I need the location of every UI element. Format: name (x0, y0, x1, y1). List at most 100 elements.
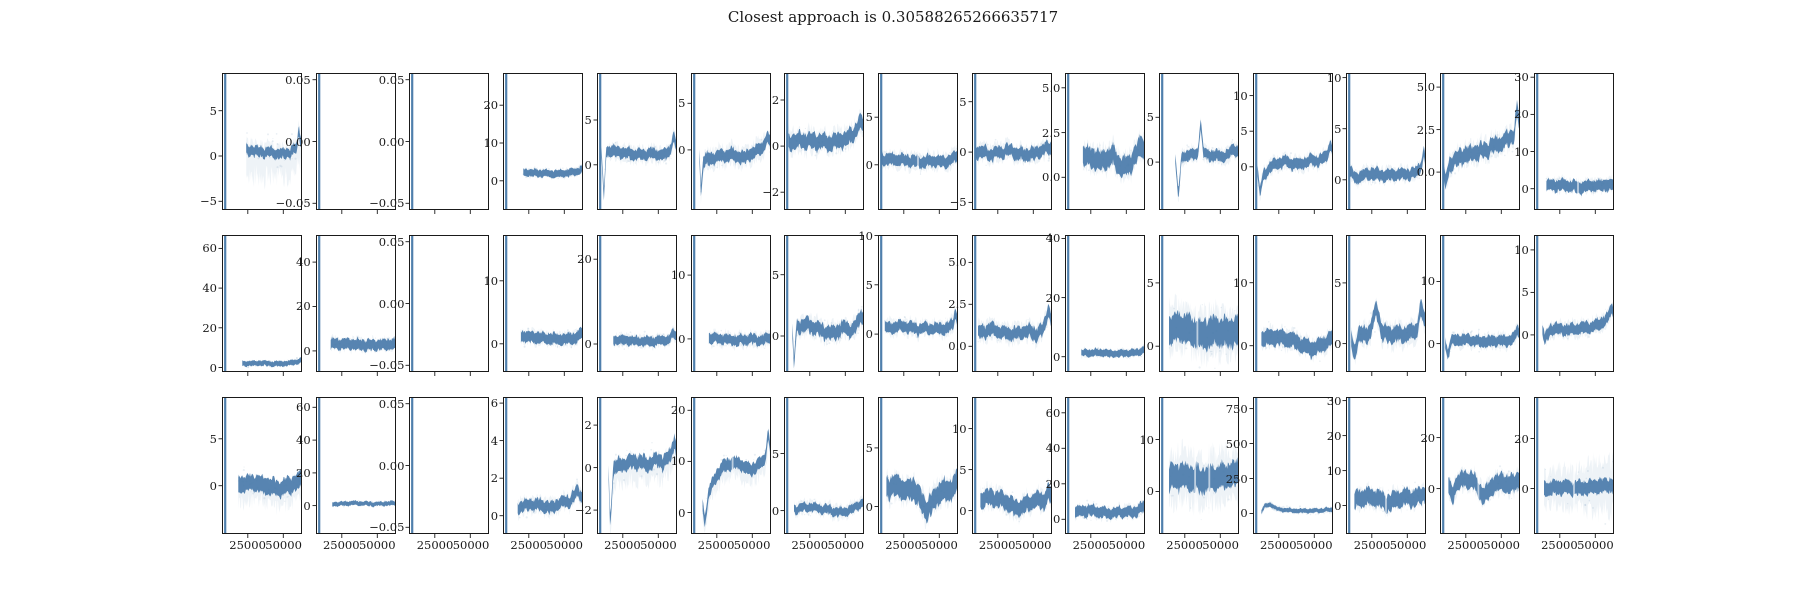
subplot-r3c8: 5 0 25000 50000 (866, 397, 958, 552)
y-tick-label: 0 (678, 505, 686, 520)
event-vline (973, 398, 976, 533)
x-tick-label: 50000 (1389, 538, 1427, 552)
y-tick-label: 0 (1427, 336, 1436, 351)
event-vline (1348, 74, 1351, 209)
y-tick-label: 0 (490, 508, 499, 523)
plot-area (1346, 73, 1426, 210)
axes-spines (1440, 73, 1521, 210)
y-tick-label: 5 (865, 110, 873, 125)
event-vline (411, 398, 414, 533)
event-vline (1535, 236, 1539, 371)
scatter-band (1169, 457, 1238, 497)
axes-spines (503, 73, 584, 210)
subplot-r3c12: 750 500 250 0 25000 50000 (1226, 397, 1333, 552)
subplot-r2c3: 0.05 0.00 −0.05 (369, 235, 490, 376)
event-vline (1348, 398, 1351, 533)
y-tick-label: 20 (577, 252, 592, 267)
data-gap (1208, 421, 1211, 533)
figure-title: Closest approach is 0.30588265266635717 (727, 8, 1059, 26)
plot-area (316, 397, 396, 534)
y-tick-label: −5 (949, 195, 967, 210)
y-tick-label: 10 (483, 273, 499, 288)
y-tick-label: 0 (303, 343, 311, 358)
subplot-r2c6: 10 0 (671, 235, 771, 376)
axes-spines (971, 73, 1052, 210)
axes-spines (877, 73, 958, 210)
event-vline (786, 74, 789, 209)
y-tick-label: 0 (1146, 155, 1154, 170)
y-tick-label: 5 (1334, 121, 1342, 136)
subplot-r2c14: 10 0 (1420, 235, 1521, 376)
y-tick-label: 0.00 (378, 458, 405, 473)
axes-spines (503, 397, 584, 534)
data-gap (1385, 465, 1388, 533)
event-vline (879, 236, 883, 371)
event-vline (598, 236, 602, 371)
y-tick-label: 0 (1146, 339, 1154, 354)
y-tick-label: 2 (584, 418, 592, 433)
plot-area (691, 235, 770, 372)
event-vline (317, 398, 320, 533)
axes-spines (1065, 73, 1146, 210)
y-tick-label: 10 (1514, 242, 1529, 257)
axes-spines (222, 235, 302, 372)
y-tick-label: 0.00 (378, 134, 405, 149)
y-tick-label: −2 (762, 185, 780, 200)
subplot-r3c15: 20 0 25000 50000 (1514, 397, 1614, 552)
y-tick-label: 5.0 (1042, 80, 1061, 95)
y-tick-label: 40 (1045, 231, 1061, 246)
y-tick-label: 20 (1514, 431, 1529, 446)
y-tick-label: 4 (490, 433, 499, 448)
x-tick-label: 25000 (697, 538, 735, 552)
y-tick-label: 0 (1521, 181, 1529, 196)
y-tick-label: 0 (771, 328, 780, 343)
y-tick-label: 20 (1045, 476, 1061, 491)
x-tick-label: 50000 (358, 538, 396, 552)
event-vline (1067, 74, 1070, 209)
x-tick-label: 50000 (1108, 538, 1146, 552)
plot-area (597, 73, 677, 210)
y-tick-label: 40 (296, 433, 311, 448)
y-tick-label: 30 (1326, 393, 1342, 408)
y-tick-label: 5 (865, 440, 873, 455)
subplot-r1c4: 20 10 0 (483, 73, 584, 214)
scatter-band (1442, 99, 1520, 190)
event-vline (1254, 236, 1257, 371)
event-vline (1161, 398, 1164, 533)
y-tick-label: 0.00 (378, 296, 405, 311)
plot-area (1346, 235, 1426, 372)
scatter-band (977, 303, 1051, 344)
axes-spines (503, 235, 584, 372)
x-tick-label: 25000 (322, 538, 360, 552)
scatter-band (979, 481, 1051, 519)
subplot-r3c6: 20 10 0 25000 50000 (671, 397, 771, 552)
y-tick-label: 2.5 (948, 297, 967, 312)
event-vline (1442, 398, 1445, 533)
y-tick-label: 0 (1052, 512, 1061, 527)
y-tick-label: 0 (959, 503, 967, 518)
subplot-r3c7: 5 0 25000 50000 (772, 397, 865, 552)
x-tick-label: 50000 (452, 538, 490, 552)
subplot-r1c2: 0.05 0.00 −0.05 (275, 73, 396, 214)
y-tick-label: 500 (1225, 436, 1248, 451)
y-tick-label: 10 (1420, 274, 1436, 289)
plot-area (972, 235, 1052, 372)
scatter-band (1445, 324, 1520, 360)
y-tick-label: 0.0 (1416, 165, 1436, 180)
subplot-r3c2: 60 40 20 0 25000 50000 (296, 397, 396, 552)
scatter-band (1542, 303, 1613, 345)
x-tick-label: 50000 (1577, 538, 1614, 552)
y-tick-label: 0 (1052, 349, 1061, 364)
x-tick-label: 50000 (1014, 538, 1052, 552)
y-tick-label: 5.0 (948, 255, 967, 270)
axes-spines (1533, 73, 1614, 210)
axes-spines (315, 397, 396, 534)
y-tick-label: 20 (483, 98, 499, 113)
y-tick-label: 0 (959, 145, 967, 160)
x-tick-label: 25000 (229, 538, 266, 552)
scatter-band (1257, 140, 1332, 197)
axes-spines (971, 397, 1052, 534)
